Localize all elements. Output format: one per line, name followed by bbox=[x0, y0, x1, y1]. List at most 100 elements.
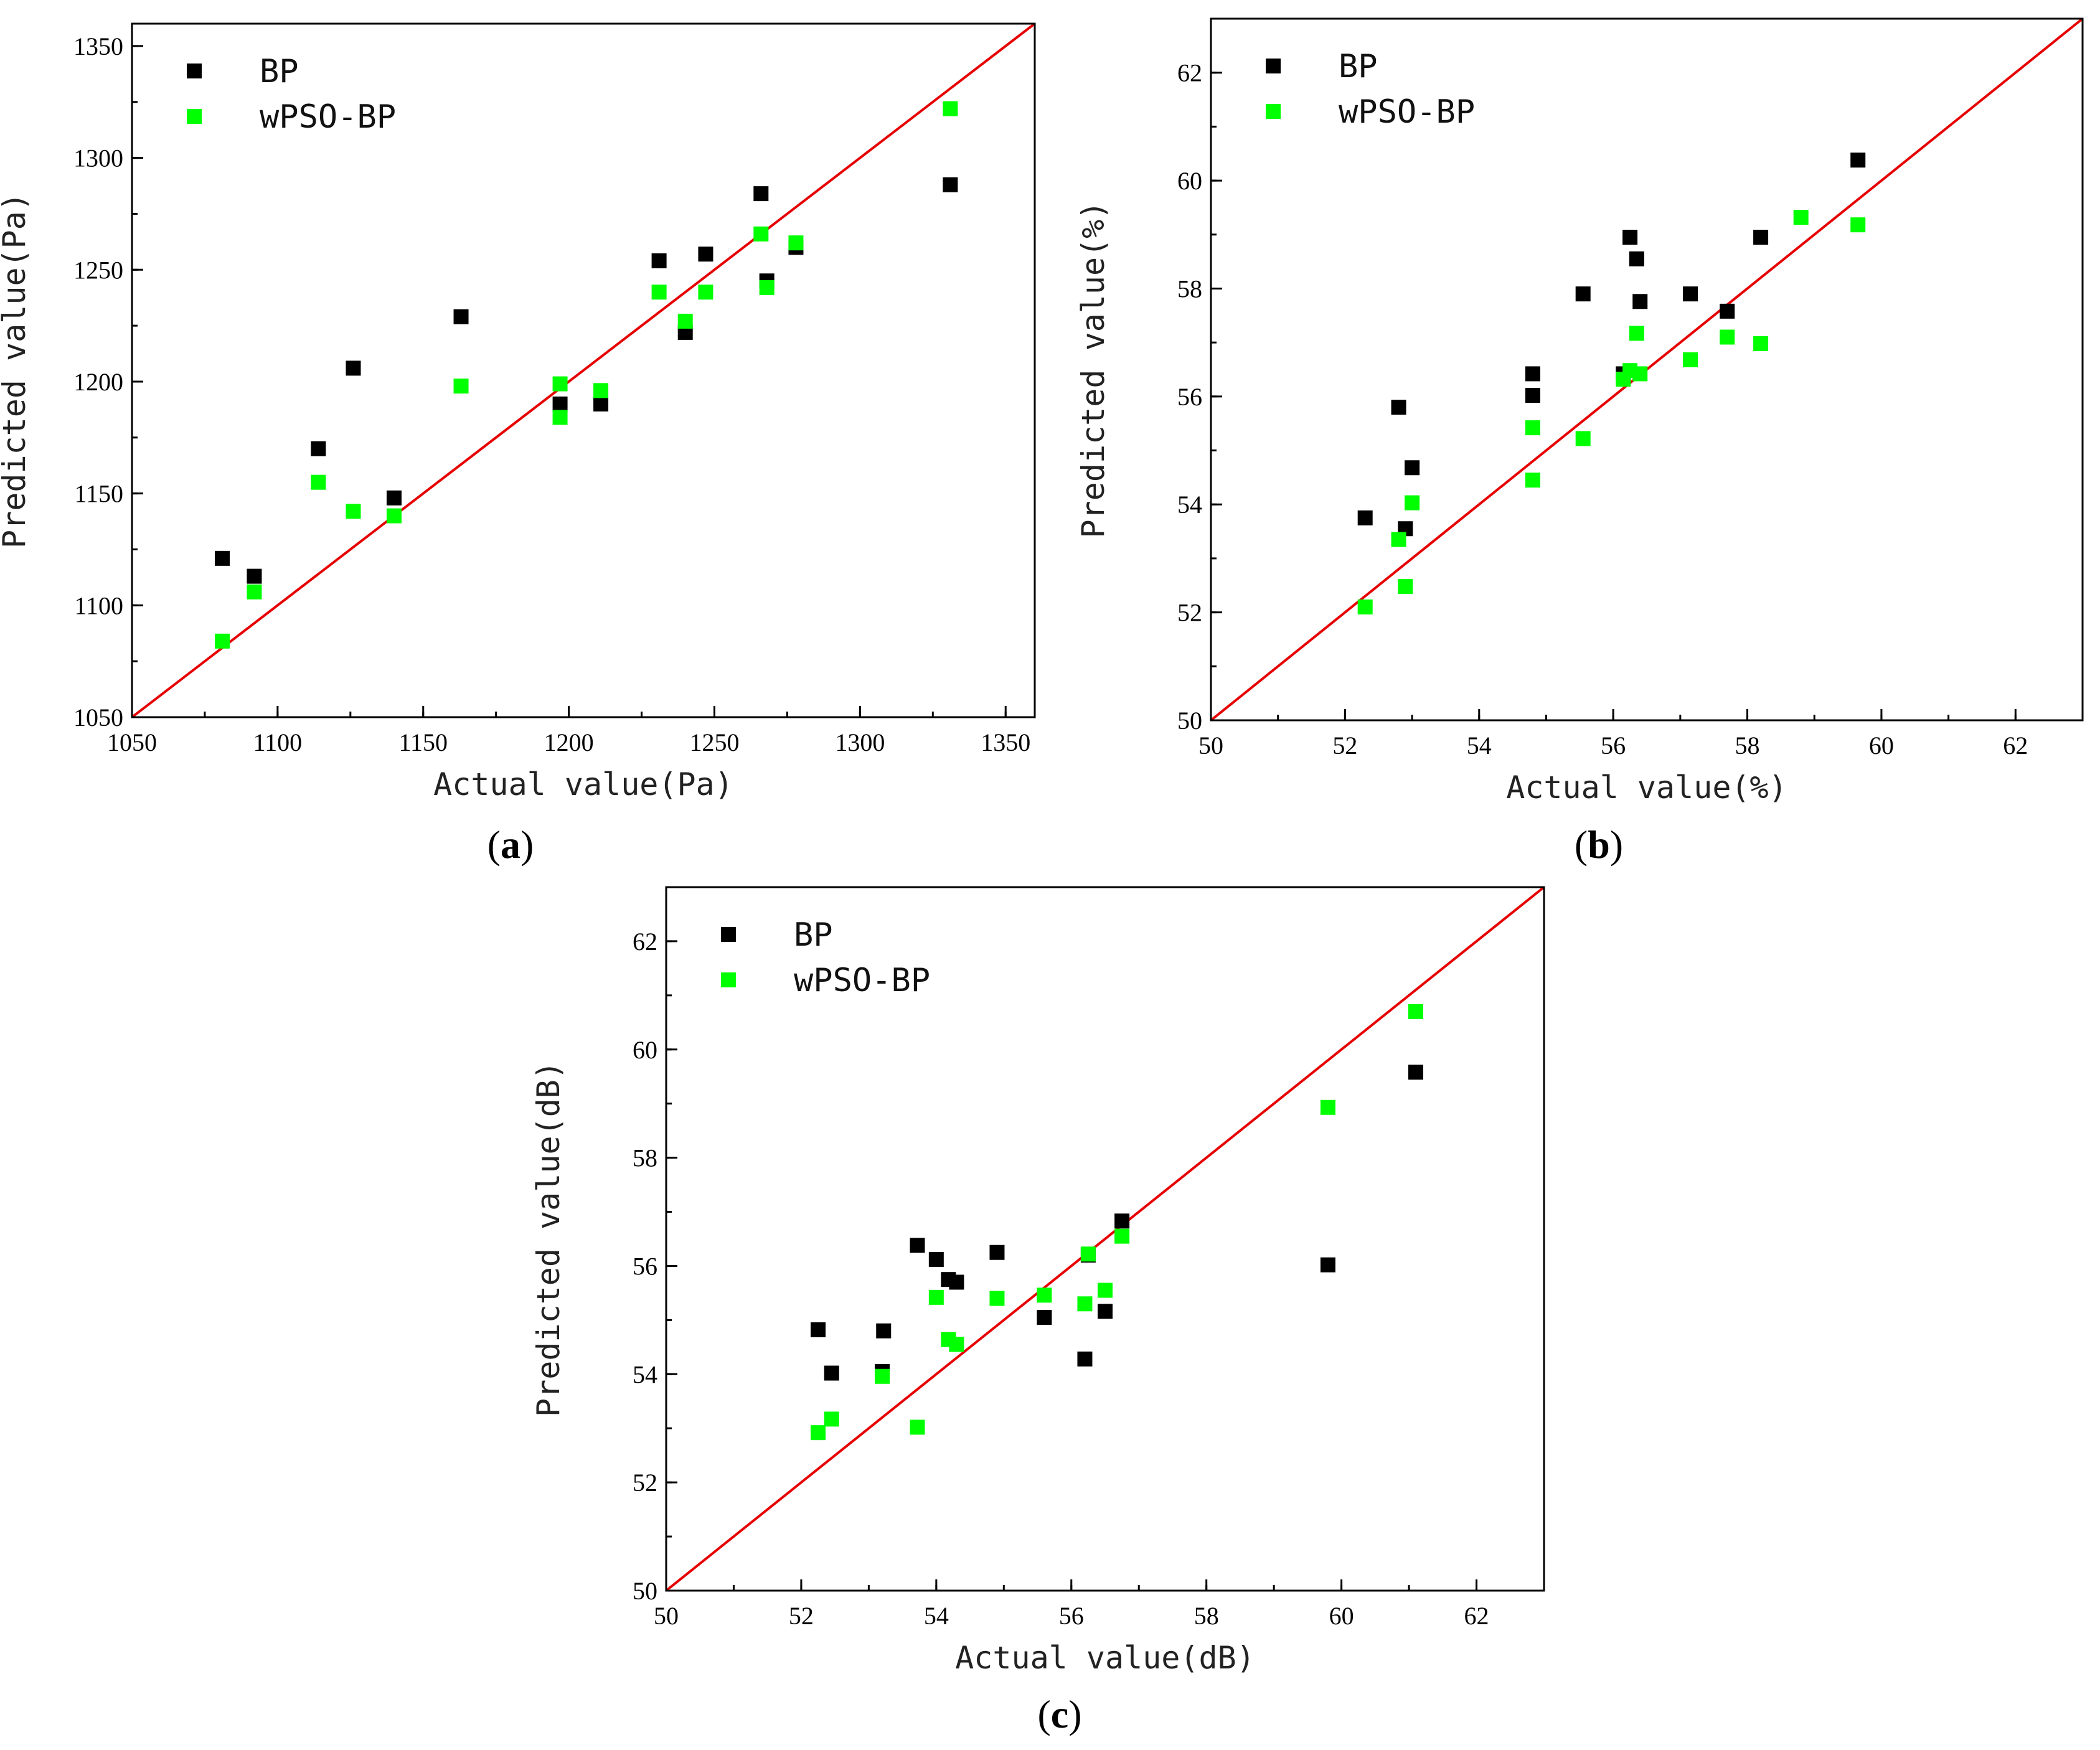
chart-a-marker-wpso-bp bbox=[677, 313, 693, 329]
chart-b-legend-swatch-wpso-bp bbox=[1266, 104, 1281, 119]
chart-c-marker-wpso-bp bbox=[811, 1425, 826, 1441]
chart-b-x-tick-label: 58 bbox=[1735, 732, 1760, 760]
chart-c-x-tick-label: 56 bbox=[1059, 1602, 1084, 1630]
chart-a-marker-wpso-bp bbox=[386, 508, 402, 524]
chart-c-reference-line bbox=[665, 886, 1545, 1592]
chart-b-marker-bp bbox=[1405, 460, 1420, 476]
chart-c-x-tick-label: 50 bbox=[654, 1602, 679, 1630]
chart-c-marker-bp bbox=[910, 1238, 925, 1253]
chart-a-marker-bp bbox=[651, 253, 667, 268]
chart-a-y-tick-label: 1300 bbox=[73, 144, 123, 172]
chart-b-y-tick-label: 56 bbox=[1177, 383, 1202, 411]
chart-b-legend-label-wpso-bp: wPSO-BP bbox=[1339, 93, 1475, 131]
chart-a-x-tick-label: 1100 bbox=[253, 728, 303, 756]
chart-a-y-tick-label: 1250 bbox=[73, 256, 123, 284]
chart-b-marker-bp bbox=[1525, 388, 1540, 403]
chart-c-marker-bp bbox=[949, 1274, 964, 1290]
chart-b-y-tick-label: 60 bbox=[1177, 167, 1202, 195]
chart-a-marker-bp bbox=[593, 396, 609, 412]
chart-c-x-axis-title: Actual value(dB) bbox=[955, 1640, 1255, 1676]
chart-b-marker-wpso-bp bbox=[1683, 352, 1698, 367]
chart-a-y-tick-label: 1050 bbox=[73, 703, 123, 732]
chart-a-marker-wpso-bp bbox=[651, 285, 667, 300]
chart-b-marker-bp bbox=[1622, 230, 1638, 245]
chart-a-legend-label-bp: BP bbox=[260, 53, 299, 90]
chart-a-x-tick-label: 1150 bbox=[398, 728, 448, 756]
chart-c-y-axis-title: Predicted value(dB) bbox=[530, 1061, 567, 1417]
chart-b-marker-bp bbox=[1575, 286, 1591, 302]
chart-a-marker-wpso-bp bbox=[943, 101, 958, 116]
chart-b-marker-wpso-bp bbox=[1405, 495, 1420, 510]
chart-c-y-tick-label: 56 bbox=[633, 1252, 657, 1280]
chart-c-marker-bp bbox=[989, 1244, 1005, 1260]
chart-a-x-tick-label: 1250 bbox=[689, 728, 739, 756]
chart-c-marker-bp bbox=[1114, 1213, 1130, 1229]
chart-b-y-tick-label: 54 bbox=[1177, 491, 1202, 519]
chart-c-y-tick-label: 62 bbox=[633, 928, 657, 956]
chart-a-marker-wpso-bp bbox=[552, 376, 568, 392]
chart-a-plot-frame bbox=[131, 22, 1036, 718]
chart-c-plot-frame bbox=[665, 886, 1545, 1592]
chart-b-marker-wpso-bp bbox=[1391, 532, 1406, 547]
chart-b-marker-wpso-bp bbox=[1398, 579, 1413, 595]
chart-b-marker-wpso-bp bbox=[1629, 326, 1644, 341]
chart-b-marker-bp bbox=[1753, 230, 1769, 245]
chart-b-marker-wpso-bp bbox=[1793, 210, 1809, 225]
chart-a-x-tick-label: 1050 bbox=[107, 728, 157, 756]
chart-a-marker-bp bbox=[215, 550, 230, 566]
chart-b-x-tick-label: 62 bbox=[2003, 732, 2028, 760]
chart-b-x-tick-label: 52 bbox=[1332, 732, 1357, 760]
chart-b-marker-bp bbox=[1391, 400, 1406, 415]
chart-c-marker-wpso-bp bbox=[1077, 1296, 1093, 1312]
chart-b-marker-bp bbox=[1629, 251, 1644, 266]
chart-a-x-axis-title: Actual value(Pa) bbox=[433, 766, 733, 802]
panel-a: 1050 1100 1150 1200 1250 1300 1350 1050 1100 1150… bbox=[0, 22, 1036, 867]
chart-a-marker-bp bbox=[386, 490, 402, 506]
chart-c-legend-swatch-wpso-bp bbox=[721, 972, 736, 987]
chart-c-marker-bp bbox=[1037, 1310, 1052, 1325]
chart-b-y-axis-title: Predicted value(%) bbox=[1075, 201, 1111, 539]
chart-a-reference-line bbox=[131, 22, 1036, 718]
chart-c-marker-wpso-bp bbox=[989, 1291, 1005, 1306]
chart-a-marker-wpso-bp bbox=[453, 379, 469, 394]
chart-b-marker-wpso-bp bbox=[1525, 420, 1540, 436]
chart-c-marker-bp bbox=[1098, 1304, 1113, 1319]
chart-a-y-tick-label: 1350 bbox=[73, 32, 123, 60]
chart-c-marker-bp bbox=[876, 1323, 892, 1338]
chart-a-x-tick-label: 1200 bbox=[544, 728, 594, 756]
chart-b-marker-wpso-bp bbox=[1357, 599, 1373, 614]
chart-c-x-tick-label: 54 bbox=[924, 1602, 949, 1630]
chart-a-marker-bp bbox=[552, 396, 568, 412]
chart-c-marker-bp bbox=[1077, 1351, 1093, 1367]
chart-a-marker-wpso-bp bbox=[552, 410, 568, 425]
chart-a-marker-bp bbox=[346, 360, 361, 376]
chart-a-legend-swatch-bp bbox=[187, 64, 202, 78]
chart-a-marker-bp bbox=[453, 309, 469, 324]
chart-c-y-tick-label: 54 bbox=[633, 1360, 657, 1388]
chart-b-y-tick-label: 58 bbox=[1177, 275, 1202, 303]
chart-a-x-tick-label: 1350 bbox=[981, 728, 1030, 756]
chart-b-marker-wpso-bp bbox=[1850, 217, 1866, 233]
chart-b-panel-label: (b) bbox=[1575, 822, 1623, 867]
chart-c-marker-wpso-bp bbox=[1080, 1246, 1096, 1262]
chart-a-y-tick-label: 1150 bbox=[74, 480, 123, 508]
chart-b-x-axis-title: Actual value(%) bbox=[1506, 769, 1787, 806]
chart-a-x-tick-label: 1300 bbox=[835, 728, 885, 756]
chart-c-y-tick-label: 58 bbox=[633, 1144, 657, 1172]
chart-c-legend-swatch-bp bbox=[721, 927, 736, 942]
chart-c-marker-wpso-bp bbox=[1037, 1287, 1052, 1303]
chart-c-x-tick-label: 62 bbox=[1464, 1602, 1489, 1630]
chart-a-marker-bp bbox=[247, 568, 262, 584]
chart-c-x-tick-label: 52 bbox=[789, 1602, 814, 1630]
chart-c-marker-wpso-bp bbox=[1098, 1282, 1113, 1298]
chart-b-marker-wpso-bp bbox=[1575, 431, 1591, 446]
chart-a-marker-bp bbox=[753, 186, 769, 202]
chart-a-marker-wpso-bp bbox=[759, 280, 775, 296]
chart-a-marker-wpso-bp bbox=[247, 584, 262, 600]
chart-c-marker-bp bbox=[824, 1365, 839, 1381]
chart-c-legend-label-wpso-bp: wPSO-BP bbox=[794, 962, 930, 999]
chart-b-y-tick-label: 50 bbox=[1177, 707, 1202, 735]
chart-b-marker-wpso-bp bbox=[1753, 336, 1769, 351]
chart-a-marker-wpso-bp bbox=[311, 474, 326, 490]
